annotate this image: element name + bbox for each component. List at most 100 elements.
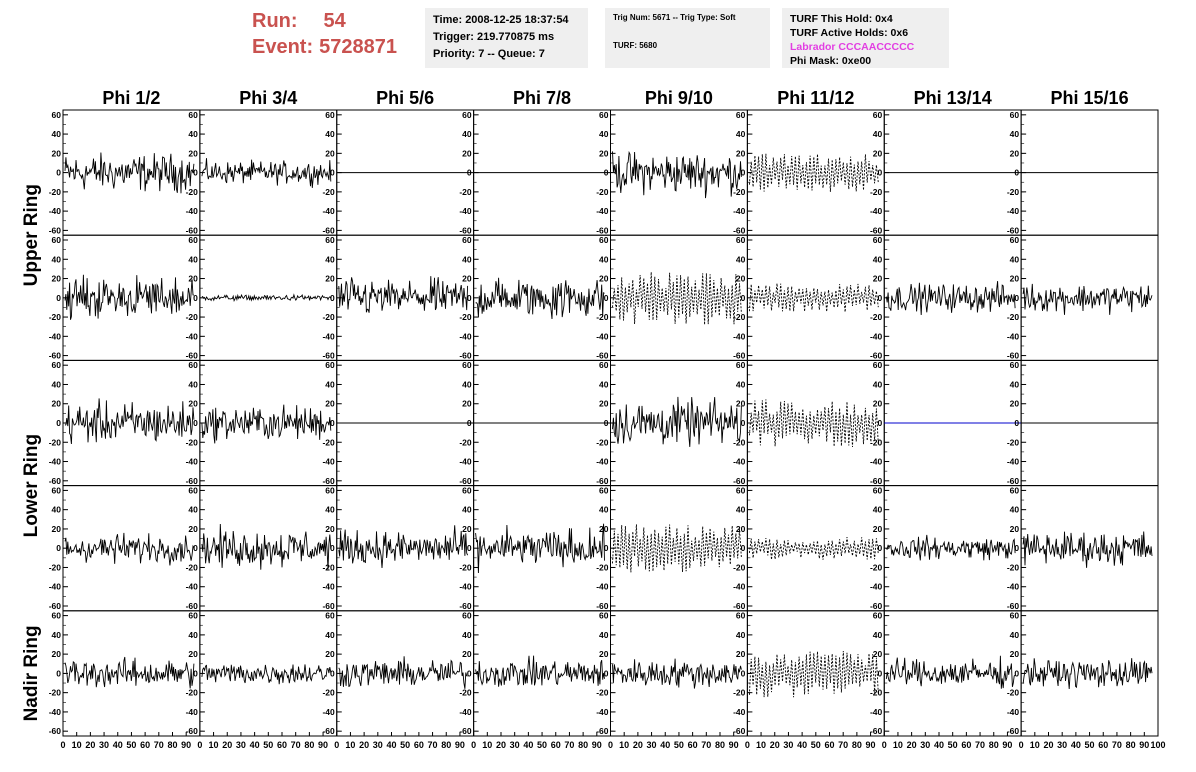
waveform-trace xyxy=(886,534,1016,561)
x-tick-label: 50 xyxy=(126,740,136,750)
y-tick-label: -20 xyxy=(186,437,199,447)
turf-info-box: TURF This Hold: 0x4 TURF Active Holds: 0… xyxy=(782,8,949,68)
y-tick-label: -40 xyxy=(733,331,746,341)
y-tick-label: -20 xyxy=(733,312,746,322)
y-tick-label: -60 xyxy=(459,726,472,736)
y-tick-label: -60 xyxy=(733,476,746,486)
run-value: 54 xyxy=(323,10,346,32)
x-tick-label: 60 xyxy=(688,740,698,750)
y-tick-label: 60 xyxy=(462,485,472,495)
y-tick-label: 0 xyxy=(604,418,609,428)
x-tick-label: 40 xyxy=(660,740,670,750)
y-tick-label: 40 xyxy=(325,505,335,515)
y-tick-label: 0 xyxy=(330,668,335,678)
y-tick-label: -40 xyxy=(1007,582,1020,592)
y-tick-label: 40 xyxy=(873,505,883,515)
y-tick-label: 60 xyxy=(1010,485,1020,495)
y-tick-label: -60 xyxy=(186,225,199,235)
y-tick-label: -20 xyxy=(596,688,609,698)
x-tick-label: 100 xyxy=(1150,740,1165,750)
x-tick-label: 40 xyxy=(523,740,533,750)
y-tick-label: -20 xyxy=(1007,688,1020,698)
y-tick-label: 20 xyxy=(462,148,472,158)
y-tick-label: 40 xyxy=(1010,129,1020,139)
y-tick-label: 20 xyxy=(873,649,883,659)
y-tick-label: 0 xyxy=(604,168,609,178)
y-tick-label: 60 xyxy=(325,235,335,245)
y-tick-label: 60 xyxy=(873,611,883,621)
y-tick-label: -20 xyxy=(49,187,62,197)
turf-this-hold-text: TURF This Hold: 0x4 xyxy=(790,13,893,25)
y-tick-label: -40 xyxy=(870,707,883,717)
y-tick-label: -40 xyxy=(186,707,199,717)
y-tick-label: 60 xyxy=(873,110,883,120)
y-tick-label: 60 xyxy=(736,611,746,621)
y-tick-label: -40 xyxy=(186,582,199,592)
time-text: Time: 2008-12-25 18:37:54 xyxy=(433,14,569,26)
y-tick-label: 40 xyxy=(873,254,883,264)
x-tick-label: 80 xyxy=(167,740,177,750)
y-tick-label: 20 xyxy=(325,524,335,534)
waveform-trace xyxy=(748,399,879,448)
waveform-trace xyxy=(201,523,332,570)
y-tick-label: 0 xyxy=(741,543,746,553)
y-tick-label: -40 xyxy=(186,457,199,467)
waveform-trace xyxy=(1022,658,1153,690)
y-tick-label: 20 xyxy=(736,274,746,284)
panel-frame xyxy=(746,485,885,612)
x-tick-label: 50 xyxy=(811,740,821,750)
x-tick-label: 70 xyxy=(291,740,301,750)
y-tick-label: -40 xyxy=(596,582,609,592)
y-tick-label: 20 xyxy=(462,524,472,534)
y-tick-label: 20 xyxy=(873,524,883,534)
y-tick-label: 0 xyxy=(1014,293,1019,303)
y-tick-label: 40 xyxy=(462,379,472,389)
y-tick-label: 20 xyxy=(873,399,883,409)
y-tick-label: 20 xyxy=(1010,274,1020,284)
y-tick-label: 20 xyxy=(599,148,609,158)
y-tick-label: -60 xyxy=(459,601,472,611)
y-tick-label: -40 xyxy=(459,331,472,341)
y-tick-label: -60 xyxy=(733,601,746,611)
y-tick-label: 20 xyxy=(736,399,746,409)
y-tick-label: 20 xyxy=(188,399,198,409)
y-tick-label: 0 xyxy=(193,293,198,303)
y-tick-label: -20 xyxy=(49,437,62,447)
y-tick-label: -60 xyxy=(733,726,746,736)
y-tick-label: -60 xyxy=(49,225,62,235)
panel-frame xyxy=(610,485,748,612)
y-tick-label: -60 xyxy=(459,476,472,486)
y-tick-label: -60 xyxy=(49,351,62,361)
y-tick-label: 60 xyxy=(325,360,335,370)
y-tick-label: -40 xyxy=(870,582,883,592)
y-tick-label: 0 xyxy=(467,543,472,553)
x-tick-label: 80 xyxy=(304,740,314,750)
y-tick-label: 60 xyxy=(52,110,62,120)
y-tick-label: -60 xyxy=(322,351,335,361)
y-tick-label: 20 xyxy=(188,274,198,284)
y-tick-label: -60 xyxy=(322,726,335,736)
x-tick-label: 0 xyxy=(60,740,65,750)
x-tick-label: 30 xyxy=(920,740,930,750)
x-tick-label: 10 xyxy=(893,740,903,750)
event-line: Event: 5728871 xyxy=(252,34,417,60)
y-tick-label: 60 xyxy=(52,611,62,621)
y-tick-label: -20 xyxy=(459,688,472,698)
y-tick-label: 40 xyxy=(736,505,746,515)
y-tick-label: 0 xyxy=(193,168,198,178)
x-tick-label: 90 xyxy=(1139,740,1149,750)
waveform-trace xyxy=(338,656,468,689)
row-group-label: Nadir Ring xyxy=(21,625,42,721)
y-tick-label: -40 xyxy=(870,206,883,216)
y-tick-label: 40 xyxy=(599,129,609,139)
y-tick-label: -60 xyxy=(459,225,472,235)
y-tick-label: -40 xyxy=(322,582,335,592)
y-tick-label: -40 xyxy=(459,707,472,717)
y-tick-label: -40 xyxy=(596,707,609,717)
y-tick-label: -60 xyxy=(596,225,609,235)
y-tick-label: 40 xyxy=(736,254,746,264)
y-tick-label: 20 xyxy=(1010,524,1020,534)
x-tick-label: 80 xyxy=(441,740,451,750)
y-tick-label: 20 xyxy=(188,524,198,534)
y-tick-label: -40 xyxy=(1007,206,1020,216)
